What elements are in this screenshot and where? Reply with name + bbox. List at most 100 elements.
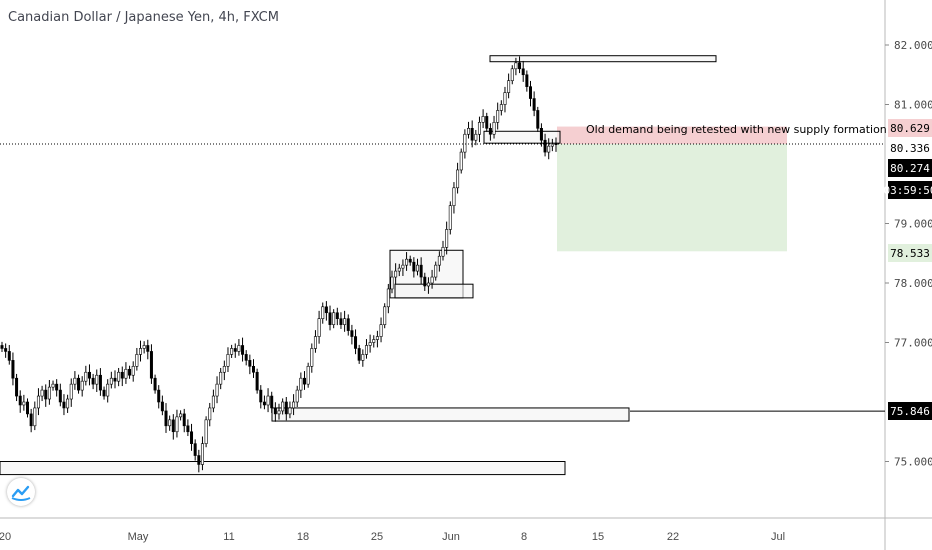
tradingview-logo[interactable] — [7, 478, 35, 506]
price-tag-label: 80.629 — [890, 122, 930, 135]
candle-body — [441, 247, 445, 257]
candle-body — [383, 306, 387, 325]
candle-body — [168, 419, 172, 427]
candle-body — [503, 92, 507, 105]
candle-body — [459, 151, 463, 171]
candle-body — [474, 133, 478, 141]
candle-body — [69, 383, 73, 400]
x-tick-label: Jun — [442, 531, 460, 543]
candle-body — [230, 348, 234, 355]
candle-body — [346, 318, 350, 331]
candle-body — [142, 345, 146, 349]
candle-body — [281, 401, 285, 412]
candle-body — [277, 410, 281, 415]
candle-body — [419, 264, 423, 278]
candle-body — [452, 187, 456, 206]
candle-body — [113, 377, 117, 382]
candle-body — [44, 389, 48, 400]
candle-body — [15, 377, 19, 397]
candle-body — [317, 318, 321, 337]
candle-body — [361, 354, 365, 361]
candle-body — [437, 255, 441, 266]
candle-body — [510, 68, 514, 82]
candle-body — [288, 407, 292, 415]
candle-body — [215, 383, 219, 397]
candle-body — [120, 371, 124, 379]
candle-body — [4, 348, 8, 352]
y-tick-label: 77.000 — [894, 337, 932, 350]
candle-body — [321, 306, 325, 319]
candle-body — [211, 395, 215, 409]
price-tag-label: 75.846 — [890, 405, 930, 418]
candle-body — [160, 401, 164, 412]
price-tag-bg — [888, 244, 932, 262]
candle-body — [109, 377, 113, 385]
candle-body — [499, 104, 503, 111]
zone-top-supply — [489, 55, 717, 63]
candle-body — [98, 374, 102, 391]
target-zone — [557, 144, 787, 252]
candle-body — [244, 354, 248, 361]
candle-body — [434, 264, 438, 278]
candle-body — [95, 374, 99, 385]
candle-body — [91, 377, 95, 385]
candle-body — [36, 395, 40, 409]
candle-body — [430, 276, 434, 284]
candle-body — [47, 386, 51, 400]
candle-body — [200, 443, 204, 465]
candle-body — [40, 389, 44, 397]
candle-body — [87, 371, 91, 379]
chart-title: Canadian Dollar / Japanese Yen, 4h, FXCM — [8, 10, 279, 25]
candle-body — [273, 407, 277, 415]
candle-body — [339, 318, 343, 325]
candle-body — [186, 425, 190, 433]
x-tick-label: 18 — [297, 531, 309, 543]
candle-body — [255, 371, 259, 391]
candle-body — [55, 383, 59, 391]
candle-body — [332, 312, 336, 325]
candle-body — [190, 431, 194, 444]
candle-body — [270, 395, 274, 409]
candle-body — [518, 62, 522, 70]
candle-body — [547, 145, 551, 153]
price-tag-bg — [888, 181, 932, 199]
price-tag-bg — [888, 402, 932, 420]
candle-body — [525, 74, 529, 87]
candle-body — [149, 351, 153, 379]
candle-body — [204, 419, 208, 444]
candle-body — [284, 401, 288, 415]
candle-body — [372, 339, 376, 343]
candle-body — [310, 348, 314, 367]
candle-body — [18, 395, 22, 406]
candle-body — [251, 365, 255, 373]
candle-body — [364, 345, 368, 355]
candle-body — [488, 128, 492, 135]
candle-body — [397, 267, 401, 272]
candle-body — [550, 142, 554, 147]
candle-body — [335, 312, 339, 319]
candle-body — [58, 389, 62, 403]
zone-consolidation-base — [394, 283, 474, 299]
candle-body — [306, 365, 310, 385]
candle-body — [77, 377, 81, 391]
candle-body — [233, 348, 237, 352]
candle-body — [470, 128, 474, 141]
x-tick-label: 20 — [0, 531, 11, 543]
price-tag-bg — [888, 119, 932, 137]
y-tick-label: 79.000 — [894, 218, 932, 231]
candle-body — [303, 377, 307, 385]
candle-body — [26, 401, 30, 415]
candle-body — [66, 398, 70, 409]
candle-body — [157, 389, 161, 403]
candle-body — [51, 383, 55, 388]
candle-body — [426, 282, 430, 287]
candle-body — [219, 371, 223, 385]
candle-body — [463, 133, 467, 153]
candle-body — [106, 383, 110, 397]
cloud-chart-icon — [11, 485, 31, 501]
zone-demand-mid — [271, 407, 630, 422]
candle-body — [456, 169, 460, 189]
candle-body — [164, 410, 168, 427]
candle-body — [423, 276, 427, 287]
